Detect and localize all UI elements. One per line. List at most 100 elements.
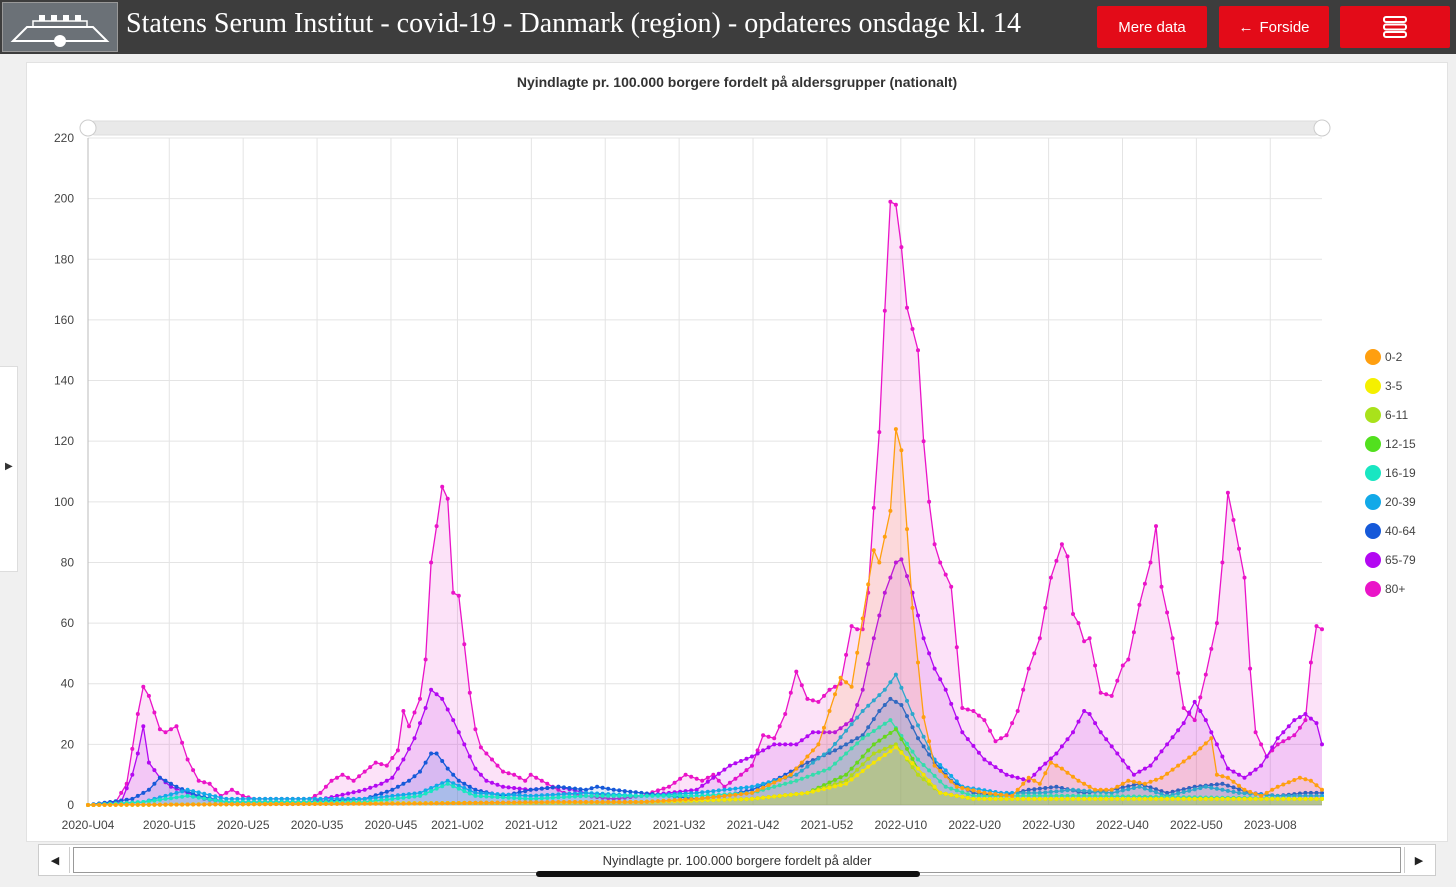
series-20-39-point (451, 781, 456, 786)
series-65-79-point (1098, 730, 1103, 735)
series-40-64-point (412, 774, 417, 779)
series-40-64-point (927, 752, 932, 757)
series-20-39-point (257, 796, 262, 801)
series-65-79-point (727, 763, 732, 768)
series-80plus-point (368, 765, 373, 770)
series-3-5-point (954, 793, 959, 798)
series-0-2-point (965, 787, 970, 792)
series-80plus-point (1275, 742, 1280, 747)
series-80plus-point (766, 734, 771, 739)
series-3-5-point (1314, 796, 1319, 801)
series-16-19-point (567, 794, 572, 799)
series-0-2-point (1037, 781, 1042, 786)
series-80plus-point (683, 772, 688, 777)
series-16-19-point (932, 773, 937, 778)
series-0-2-point (600, 800, 605, 804)
series-40-64-point (838, 745, 843, 750)
series-80plus-point (323, 784, 328, 789)
series-3-5-point (1297, 796, 1302, 801)
series-65-79-point (1021, 777, 1026, 782)
series-0-2-point (1198, 746, 1203, 751)
series-3-5-point (1043, 796, 1048, 801)
logo[interactable] (2, 2, 118, 52)
series-0-2-point (1104, 787, 1109, 792)
series-20-39-point (910, 712, 915, 716)
series-20-39-point (1015, 790, 1020, 795)
series-80plus-point (467, 690, 472, 695)
series-6-11-point (855, 767, 860, 772)
series-0-2-point (141, 802, 146, 807)
series-20-39-point (1109, 790, 1114, 795)
series-80plus-point (1082, 639, 1087, 644)
series-80plus-point (1320, 627, 1324, 632)
series-0-2-point (1131, 779, 1136, 784)
series-16-19-point (799, 776, 804, 781)
side-panel-toggle[interactable]: ▶ (0, 366, 18, 572)
more-data-button[interactable]: Mere data (1097, 6, 1207, 48)
series-20-39-point (268, 796, 273, 801)
series-80plus-point (893, 202, 898, 207)
menu-button[interactable] (1340, 6, 1450, 48)
series-80plus-point (1248, 666, 1253, 671)
series-0-2-point (1225, 775, 1230, 780)
next-button[interactable]: ▶ (1404, 847, 1433, 873)
series-80plus-point (157, 727, 162, 732)
series-65-79-point (794, 742, 799, 747)
series-40-64-point (163, 778, 168, 783)
series-0-2-point (716, 794, 721, 799)
series-0-2-point (799, 760, 804, 765)
series-3-5-point (1259, 796, 1264, 801)
series-20-39-point (1087, 789, 1092, 794)
y-tick-label: 0 (67, 798, 74, 812)
series-20-39-point (1181, 790, 1186, 794)
series-3-5-point (1010, 796, 1015, 801)
series-65-79-point (711, 775, 716, 780)
series-0-2-point (943, 774, 948, 779)
series-20-39-point (1176, 791, 1181, 796)
series-65-79-point (1170, 735, 1175, 740)
series-80plus-point (357, 774, 362, 779)
series-0-2-point (844, 680, 849, 685)
series-0-2-point (1109, 787, 1114, 792)
series-20-39-point (844, 728, 849, 733)
series-0-2-point (866, 582, 871, 587)
series-20-39-point (1065, 788, 1070, 793)
chart-title: Nyindlagte pr. 100.000 borgere fordelt p… (517, 74, 957, 90)
range-slider-label[interactable]: Nyindlagte pr. 100.000 borgere fordelt p… (73, 847, 1401, 873)
series-40-64-point (157, 775, 162, 780)
front-page-button[interactable]: ← Forside (1219, 6, 1329, 48)
series-6-11-point (849, 773, 854, 778)
series-0-2-point (1259, 793, 1264, 798)
series-65-79-point (169, 784, 173, 789)
series-80plus-point (1043, 605, 1048, 610)
series-0-2-point (954, 784, 959, 789)
series-20-39-point (799, 768, 804, 773)
series-16-19-point (600, 793, 605, 798)
series-16-19-point (810, 772, 815, 777)
x-tick-label: 2021-U42 (727, 818, 780, 832)
series-40-64-point (1131, 783, 1136, 787)
series-20-39-point (478, 791, 483, 796)
series-40-64-point (1303, 790, 1308, 795)
series-20-39-point (362, 796, 367, 801)
series-20-39-point (318, 796, 323, 801)
series-16-19-point (1026, 793, 1031, 798)
series-20-39-point (429, 786, 434, 790)
series-20-39-point (888, 680, 893, 685)
series-16-19-point (157, 797, 162, 802)
series-16-19-point (794, 778, 799, 783)
series-80plus-point (1076, 621, 1081, 626)
series-80plus-point (1087, 636, 1092, 641)
y-tick-label: 220 (54, 131, 74, 145)
series-65-79-point (1043, 761, 1048, 766)
previous-button[interactable]: ◀ (41, 847, 70, 873)
series-6-11-point (888, 744, 893, 749)
series-20-39-point (1203, 784, 1208, 789)
series-0-2-point (329, 801, 334, 806)
series-65-79-point (440, 696, 445, 701)
x-tick-label: 2020-U15 (143, 818, 196, 832)
series-0-2-point (296, 802, 301, 806)
series-0-2-point (274, 802, 279, 807)
series-0-2-point (429, 801, 434, 806)
series-3-5-point (1098, 796, 1103, 801)
